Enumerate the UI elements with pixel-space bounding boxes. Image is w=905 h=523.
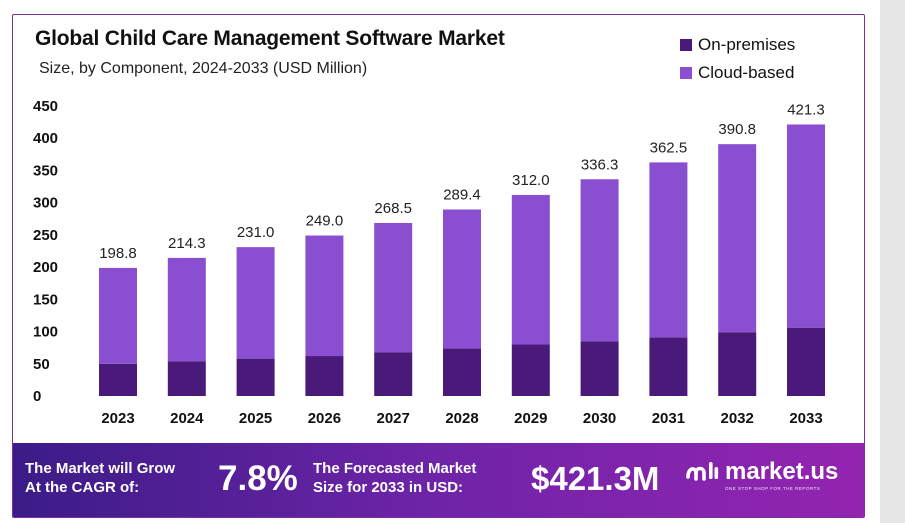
bar-segment-cloud-based (167, 257, 206, 362)
cagr-caption-line1: The Market will Grow (25, 460, 176, 477)
legend-swatch-on-premises (680, 39, 692, 51)
y-tick-label: 400 (33, 130, 58, 147)
legend-label-on-premises: On-premises (698, 35, 796, 54)
bar-segment-cloud-based (511, 194, 550, 345)
y-tick-label: 250 (33, 227, 58, 244)
x-tick-label: 2026 (308, 410, 341, 427)
x-tick-label: 2032 (721, 410, 754, 427)
bar-total-label: 336.3 (581, 156, 619, 173)
bar-segment-cloud-based (649, 162, 688, 338)
y-tick-label: 100 (33, 324, 58, 341)
bar-segment-on-premises (511, 344, 550, 396)
y-tick-label: 300 (33, 195, 58, 212)
bar-total-label: 390.8 (718, 121, 756, 138)
x-tick-label: 2030 (583, 410, 616, 427)
bar-segment-on-premises (305, 356, 344, 396)
y-tick-label: 200 (33, 259, 58, 276)
chart-card: Global Child Care Management Software Ma… (12, 14, 865, 518)
bar-total-label: 289.4 (443, 186, 481, 203)
x-tick-label: 2025 (239, 410, 272, 427)
y-tick-label: 50 (33, 356, 50, 373)
legend-swatch-cloud-based (680, 67, 692, 79)
bar-segment-cloud-based (236, 247, 275, 359)
bar-total-label: 198.8 (99, 245, 137, 262)
bar-segment-on-premises (99, 363, 137, 396)
brand-name: market.us (725, 458, 839, 485)
bar-segment-on-premises (167, 361, 206, 396)
bar-segment-on-premises (580, 341, 619, 396)
bar-segment-on-premises (443, 348, 481, 396)
legend-item-on-premises: On-premises (680, 31, 795, 59)
x-tick-label: 2023 (101, 410, 134, 427)
cagr-caption-line2: At the CAGR of: (25, 479, 140, 496)
cagr-caption: The Market will Grow At the CAGR of: (25, 459, 175, 497)
brand-tagline: ONE STOP SHOP FOR THE REPORTS (725, 486, 821, 491)
forecast-value: $421.3M (531, 460, 660, 497)
bar-total-label: 249.0 (306, 213, 344, 230)
x-tick-label: 2027 (377, 410, 410, 427)
bar-segment-cloud-based (787, 124, 825, 328)
bar-segment-cloud-based (580, 179, 619, 342)
bar-total-label: 231.0 (237, 224, 275, 241)
y-tick-label: 350 (33, 162, 58, 179)
x-tick-label: 2024 (170, 410, 204, 427)
bar-segment-cloud-based (718, 144, 757, 333)
forecast-caption: The Forecasted Market Size for 2033 in U… (313, 459, 476, 497)
y-tick-label: 150 (33, 291, 58, 308)
x-tick-label: 2031 (652, 410, 685, 427)
right-side-strip (880, 0, 905, 523)
bar-segment-on-premises (374, 352, 413, 396)
bar-segment-cloud-based (99, 267, 137, 364)
bar-segment-on-premises (718, 332, 757, 396)
cagr-value: 7.8% (218, 459, 298, 498)
x-tick-label: 2033 (789, 410, 822, 427)
bar-total-label: 312.0 (512, 172, 550, 189)
bar-segment-on-premises (787, 327, 825, 396)
forecast-caption-line1: The Forecasted Market (313, 460, 477, 477)
legend-label-cloud-based: Cloud-based (698, 63, 795, 82)
y-tick-label: 0 (33, 388, 41, 405)
bar-segment-cloud-based (305, 235, 344, 357)
y-tick-label: 450 (33, 98, 58, 115)
summary-banner: The Market will Grow At the CAGR of: 7.8… (13, 443, 864, 517)
brand-logo: market.us ONE STOP SHOP FOR THE REPORTS (685, 459, 838, 491)
bar-chart-plot: 0 50 100 150 200 250 300 350 400 450 198.8 2023 214.… (33, 98, 825, 427)
bar-segment-cloud-based (443, 209, 481, 349)
bar-total-label: 362.5 (650, 139, 688, 156)
forecast-caption-line2: Size for 2033 in USD: (313, 479, 464, 496)
bar-segment-on-premises (236, 358, 275, 396)
chart-legend: On-premises Cloud-based (680, 31, 795, 87)
x-tick-label: 2028 (445, 410, 478, 427)
bar-segment-on-premises (649, 337, 688, 396)
market-us-logo-icon (686, 462, 719, 481)
bar-total-label: 214.3 (168, 235, 206, 252)
x-tick-label: 2029 (514, 410, 547, 427)
legend-item-cloud-based: Cloud-based (680, 59, 795, 87)
bar-total-label: 421.3 (787, 101, 825, 118)
bar-segment-cloud-based (374, 222, 413, 353)
chart-title: Global Child Care Management Software Ma… (35, 27, 505, 50)
bar-total-label: 268.5 (374, 200, 412, 217)
chart-subtitle: Size, by Component, 2024-2033 (USD Milli… (39, 60, 368, 77)
